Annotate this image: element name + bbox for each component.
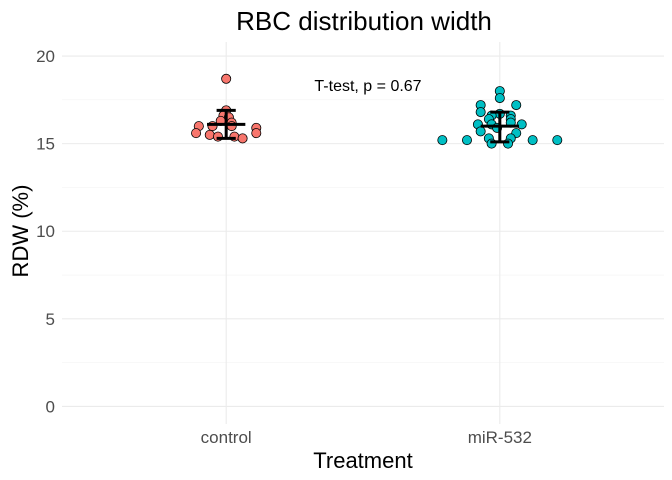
t-test-annotation: T-test, p = 0.67 [314,78,421,95]
data-point [461,135,472,146]
data-point [516,119,527,130]
y-tick-label: 10 [36,222,55,241]
data-point [237,133,248,144]
x-tick-label: miR-532 [468,428,532,447]
y-tick-label: 0 [46,397,55,416]
data-point [191,128,202,139]
data-point [437,135,448,146]
y-tick-label: 20 [36,47,55,66]
data-point [552,135,563,146]
y-tick-label: 5 [46,310,55,329]
y-tick-label: 15 [36,135,55,154]
data-point [527,135,538,146]
data-point [494,93,505,104]
x-tick-label: control [201,428,252,447]
ticks-layer: 0 5 10 15 20 control miR-532 [36,47,532,447]
y-axis-title: RDW (%) [8,185,33,278]
grid-layer [62,42,664,424]
data-point [511,100,522,111]
data-point [204,129,215,140]
data-point [221,73,232,84]
data-point [475,126,486,137]
data-point [475,107,486,118]
chart-title: RBC distribution width [236,6,492,36]
data-point [251,128,262,139]
marks-layer [191,73,563,149]
x-axis-title: Treatment [313,448,412,473]
